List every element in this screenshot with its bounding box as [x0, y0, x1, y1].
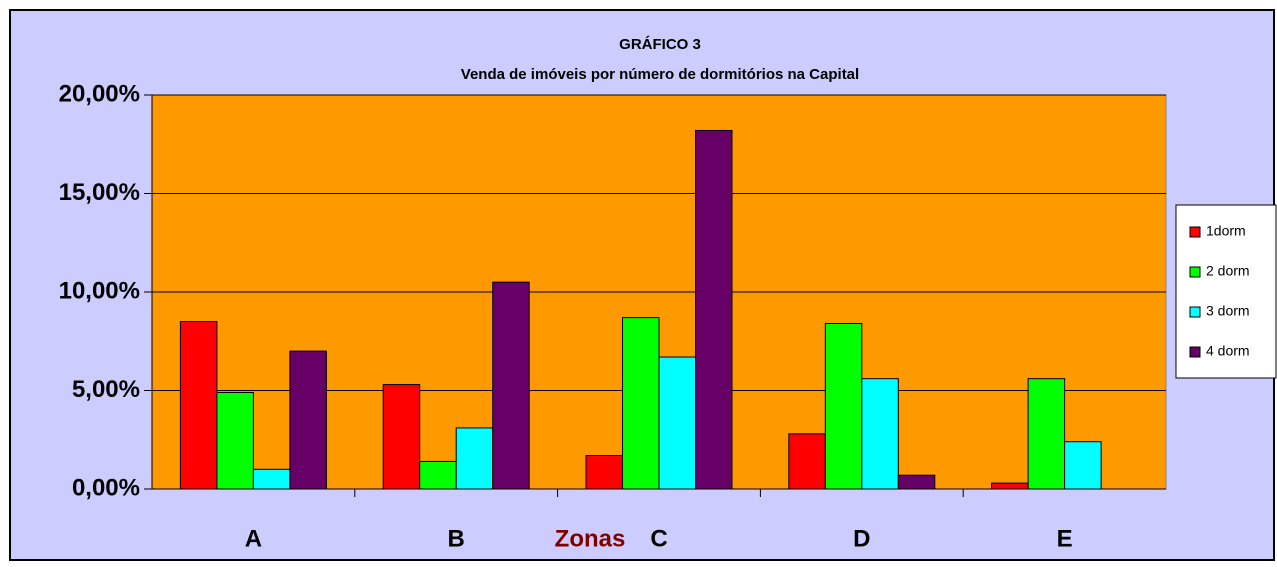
- bars: [179, 129, 1102, 490]
- legend-swatch: [1189, 306, 1201, 318]
- bar: [419, 460, 457, 490]
- y-tick-label: 10,00%: [59, 277, 140, 304]
- bar: [824, 323, 863, 490]
- bar: [861, 378, 899, 490]
- y-tick-label: 5,00%: [72, 376, 140, 403]
- bar: [585, 455, 623, 490]
- bar: [289, 350, 327, 490]
- y-tick-label: 20,00%: [59, 80, 140, 107]
- x-tick-label: C: [650, 525, 667, 552]
- legend-label: 4 dorm: [1206, 343, 1250, 359]
- legend-items: 1dorm 2 dorm 3 dorm 4 dorm: [1189, 223, 1250, 359]
- bar: [179, 321, 218, 490]
- bar: [382, 384, 421, 490]
- bar: [788, 433, 826, 490]
- bar: [1064, 441, 1102, 490]
- bar: [622, 317, 660, 490]
- bar: [216, 391, 254, 490]
- x-axis-label: Zonas: [555, 525, 626, 552]
- legend-label: 2 dorm: [1206, 263, 1250, 279]
- bar: [897, 474, 936, 490]
- legend-swatch: [1189, 266, 1201, 278]
- bar: [252, 468, 291, 490]
- legend-swatch: [1189, 226, 1201, 238]
- x-tick-label: B: [448, 525, 465, 552]
- y-tick-label: 0,00%: [72, 474, 140, 501]
- x-tick-label: A: [245, 525, 262, 552]
- chart-subtitle: Venda de imóveis por número de dormitóri…: [461, 66, 859, 83]
- bar: [1027, 378, 1066, 490]
- legend-label: 3 dorm: [1206, 303, 1250, 319]
- axes: 0,00% 5,00% 10,00% 15,00% 20,00% A B C D E: [59, 80, 1166, 552]
- legend-label: 1dorm: [1206, 223, 1246, 239]
- bar: [492, 281, 530, 490]
- bar: [455, 427, 494, 490]
- y-tick-label: 15,00%: [59, 179, 140, 206]
- bar: [991, 482, 1029, 490]
- x-tick-label: D: [853, 525, 870, 552]
- bar: [658, 356, 696, 490]
- bar: [695, 129, 733, 490]
- chart-title: GRÁFICO 3: [619, 36, 701, 53]
- x-tick-label: E: [1057, 525, 1073, 552]
- legend-swatch: [1189, 346, 1201, 358]
